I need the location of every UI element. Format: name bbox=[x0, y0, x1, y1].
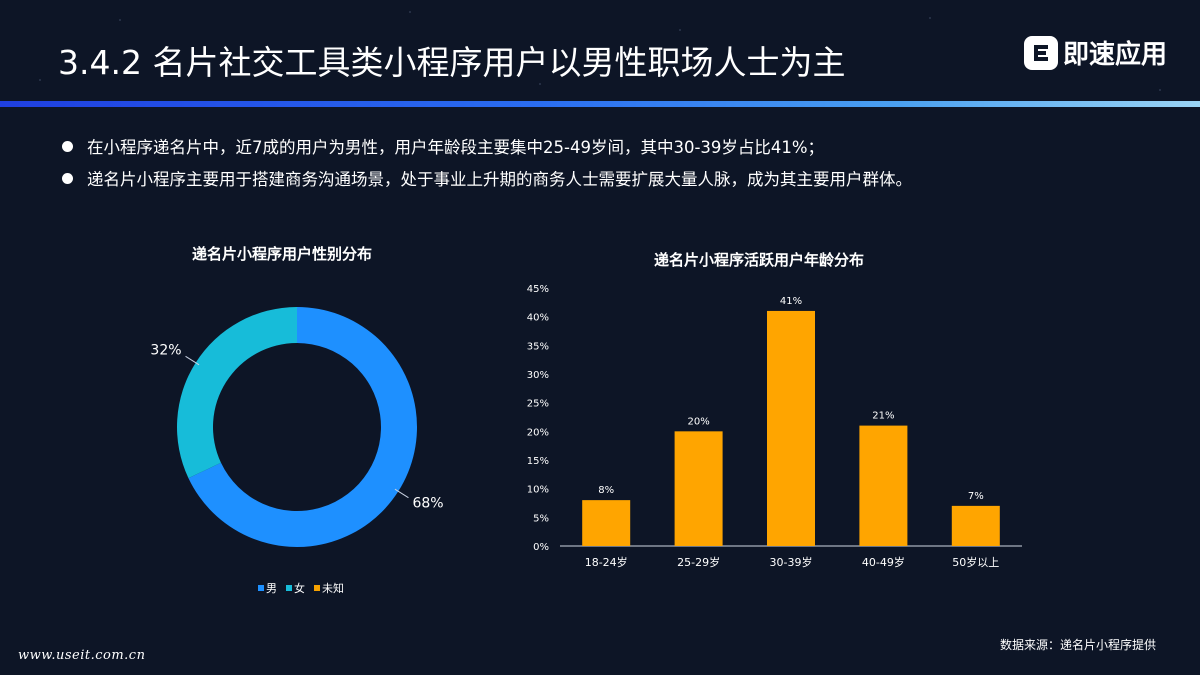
title-divider bbox=[0, 101, 1200, 107]
bar-value-label: 20% bbox=[687, 416, 709, 427]
starfield-background bbox=[0, 0, 1200, 105]
bar-value-label: 7% bbox=[968, 491, 984, 502]
brand-logo: 即速应用 bbox=[1024, 34, 1167, 71]
bar-40-49岁 bbox=[859, 425, 908, 546]
x-tick-label: 30-39岁 bbox=[770, 555, 813, 569]
y-tick-label: 45% bbox=[527, 284, 549, 295]
y-tick-label: 5% bbox=[533, 513, 549, 524]
y-tick-label: 40% bbox=[527, 313, 549, 324]
x-tick-label: 18-24岁 bbox=[585, 555, 628, 569]
bar-30-39岁 bbox=[767, 310, 815, 546]
data-source: 数据来源：递名片小程序提供 bbox=[999, 638, 1156, 652]
bullet-dot-icon bbox=[62, 172, 73, 184]
bar-value-label: 8% bbox=[598, 485, 614, 496]
bullet-list: 在小程序递名片中，近7成的用户为男性，用户年龄段主要集中25-49岁间，其中30… bbox=[62, 130, 912, 194]
bar-value-label: 41% bbox=[780, 296, 802, 307]
bullet-text: 递名片小程序主要用于搭建商务沟通场景，处于事业上升期的商务人士需要扩展大量人脉，… bbox=[87, 170, 912, 189]
bullet-text: 在小程序递名片中，近7成的用户为男性，用户年龄段主要集中25-49岁间，其中30… bbox=[87, 138, 825, 157]
age-chart-title: 递名片小程序活跃用户年龄分布 bbox=[654, 251, 865, 269]
legend-label: 未知 bbox=[322, 581, 344, 595]
y-tick-label: 15% bbox=[527, 456, 549, 467]
leader-line bbox=[394, 488, 409, 499]
age-bar-chart: 0% 5% 10% 15% 20% 25% 30% 35% 40% 45% 8% 18-24岁 20% 2… bbox=[527, 284, 1022, 569]
legend-label: 男 bbox=[266, 582, 277, 595]
gender-chart-title: 递名片小程序用户性别分布 bbox=[192, 245, 373, 263]
x-tick-label: 50岁以上 bbox=[952, 555, 999, 569]
bar-50岁以上 bbox=[951, 505, 1000, 546]
y-tick-label: 25% bbox=[527, 399, 549, 410]
x-tick-label: 40-49岁 bbox=[862, 555, 905, 569]
site-watermark: www.useit.com.cn bbox=[18, 648, 146, 663]
y-tick-label: 0% bbox=[533, 542, 549, 553]
page-title: 3.4.2 名片社交工具类小程序用户以男性职场人士为主 bbox=[58, 43, 846, 82]
y-tick-label: 30% bbox=[527, 370, 549, 381]
legend-swatch bbox=[258, 585, 264, 591]
legend-swatch bbox=[286, 585, 292, 591]
slice-value-label: 68% bbox=[412, 496, 443, 512]
slice-value-label: 32% bbox=[150, 342, 181, 358]
y-tick-label: 10% bbox=[527, 485, 549, 496]
legend-swatch bbox=[314, 585, 320, 591]
donut-slice-1 bbox=[176, 307, 297, 479]
gender-donut-chart: 68% 32% 男 女 未知 bbox=[150, 307, 444, 595]
legend-label: 女 bbox=[294, 581, 305, 595]
x-tick-label: 25-29岁 bbox=[677, 555, 720, 569]
bar-25-29岁 bbox=[674, 431, 723, 546]
bullet-dot-icon bbox=[62, 140, 73, 152]
y-tick-label: 20% bbox=[527, 427, 549, 438]
e-logo-icon bbox=[1024, 35, 1058, 70]
logo-text: 即速应用 bbox=[1063, 40, 1168, 70]
leader-line bbox=[185, 355, 200, 366]
bar-18-24岁 bbox=[582, 500, 631, 546]
bullet-item: 递名片小程序主要用于搭建商务沟通场景，处于事业上升期的商务人士需要扩展大量人脉，… bbox=[62, 162, 912, 194]
y-tick-label: 35% bbox=[527, 341, 549, 352]
bullet-item: 在小程序递名片中，近7成的用户为男性，用户年龄段主要集中25-49岁间，其中30… bbox=[62, 130, 912, 162]
donut-slice-0 bbox=[188, 307, 417, 547]
bar-value-label: 21% bbox=[872, 411, 894, 422]
